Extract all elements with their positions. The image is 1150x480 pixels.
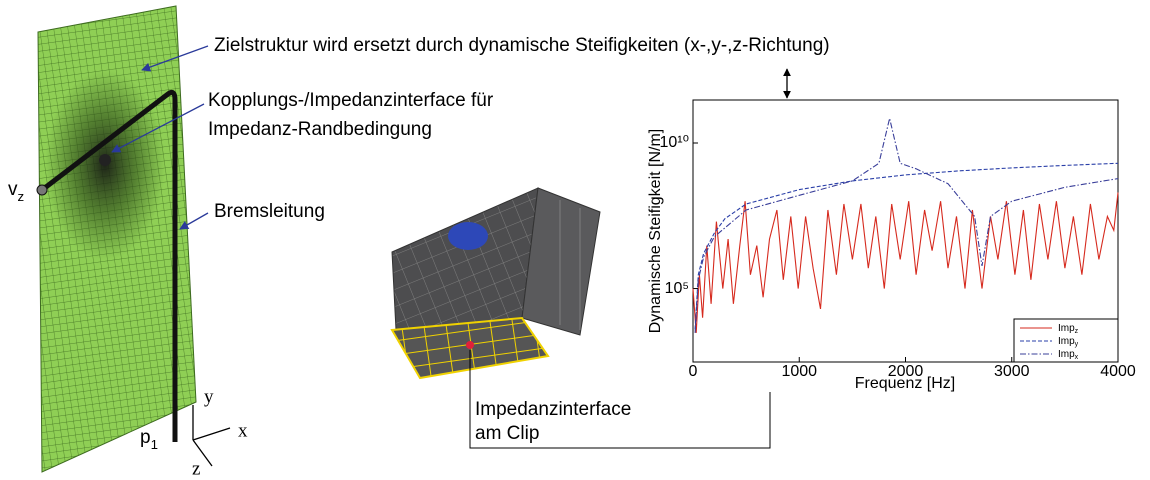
label: z: [192, 458, 200, 479]
y-tick-label: 10¹⁰: [659, 134, 689, 151]
label: Zielstruktur wird ersetzt durch dynamisc…: [214, 35, 830, 56]
label: Impedanz-Randbedingung: [208, 119, 432, 140]
pipe-end: [37, 185, 47, 195]
label: x: [238, 420, 248, 441]
x-tick-label: 1000: [781, 363, 817, 380]
interface-point: [466, 341, 474, 349]
label: y: [204, 386, 214, 407]
label: Kopplungs-/Impedanzinterface für: [208, 90, 494, 111]
chart: Dynamische Steifigkeit [N/m] Frequenz [H…: [647, 100, 1136, 392]
interface-node: [99, 154, 111, 166]
label: vz: [8, 179, 24, 204]
figure: Zielstruktur wird ersetzt durch dynamisc…: [0, 0, 1150, 480]
x-tick-label: 4000: [1100, 363, 1136, 380]
y-tick-label: 10⁵: [665, 280, 689, 297]
clip-interface: [448, 222, 488, 250]
axis-triad: [193, 405, 230, 466]
x-tick-label: 2000: [888, 363, 924, 380]
x-tick-label: 0: [689, 363, 698, 380]
y-axis-label: Dynamische Steifigkeit [N/m]: [647, 129, 664, 334]
label: Impedanzinterface: [475, 399, 631, 420]
clip-face: [392, 188, 538, 330]
label: p1: [140, 427, 158, 452]
x-tick-label: 3000: [994, 363, 1030, 380]
label: Bremsleitung: [214, 201, 325, 222]
label: am Clip: [475, 423, 539, 444]
